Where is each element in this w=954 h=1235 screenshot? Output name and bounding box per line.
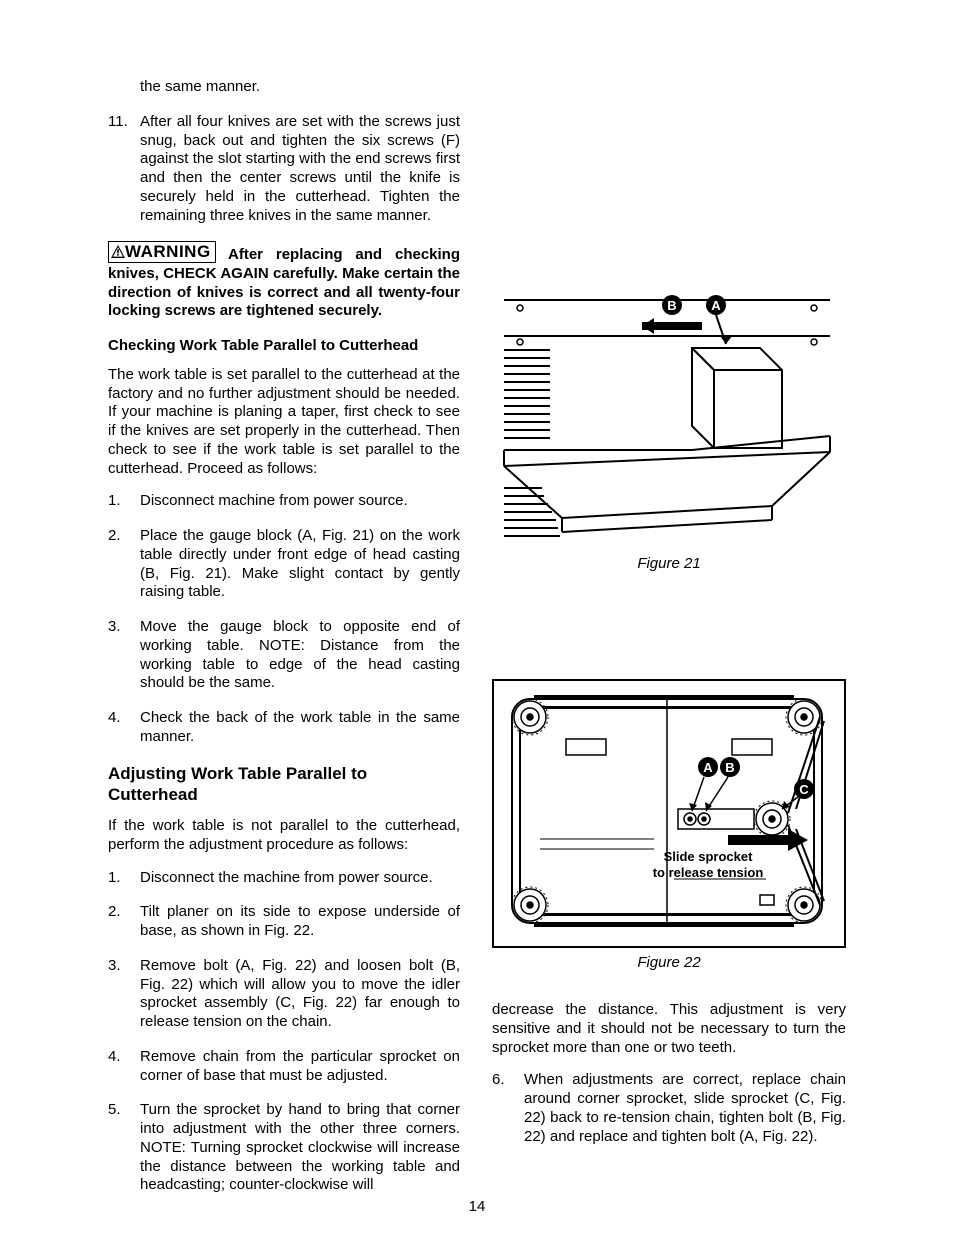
figure-22-caption: Figure 22	[492, 954, 846, 973]
fig22-slide-text: Slide sprocket	[664, 849, 754, 864]
list-item-11: 11. After all four knives are set with t…	[108, 113, 460, 226]
svg-text:B: B	[667, 298, 676, 313]
list-body: Move the gauge block to opposite end of …	[140, 618, 460, 693]
adjust-step-4: 4. Remove chain from the particular spro…	[108, 1048, 460, 1086]
list-number: 4.	[108, 1048, 140, 1086]
figure-21-wrap: B A	[492, 288, 846, 574]
list-body: Remove bolt (A, Fig. 22) and loosen bolt…	[140, 957, 460, 1032]
list-number: 3.	[108, 618, 140, 693]
list-number: 11.	[108, 113, 140, 226]
warning-badge: WARNING	[108, 241, 216, 263]
warning-triangle-icon	[111, 244, 125, 262]
page-number: 14	[0, 1198, 954, 1217]
figure-22: A B C Slide sprocket to release tension	[492, 679, 846, 949]
adjust-step-6: 6. When adjustments are correct, replace…	[492, 1071, 846, 1146]
list-number: 4.	[108, 709, 140, 747]
list-body: Turn the sprocket by hand to bring that …	[140, 1101, 460, 1195]
figure-21-caption: Figure 21	[492, 555, 846, 574]
figure-21: B A	[492, 288, 846, 549]
check-step-4: 4. Check the back of the work table in t…	[108, 709, 460, 747]
list-body: Tilt planer on its side to expose unders…	[140, 903, 460, 941]
fig22-release-text: to release tension	[653, 865, 764, 880]
right-column: B A	[492, 78, 846, 1195]
list-number: 5.	[108, 1101, 140, 1195]
list-body: After all four knives are set with the s…	[140, 113, 460, 226]
checking-para: The work table is set parallel to the cu…	[108, 366, 460, 479]
warning-block: WARNING After replacing and checking kni…	[108, 241, 460, 321]
list-number: 2.	[108, 527, 140, 602]
list-body: When adjustments are correct, replace ch…	[524, 1071, 846, 1146]
checking-heading: Checking Work Table Parallel to Cutterhe…	[108, 337, 460, 356]
adjust-step-2: 2. Tilt planer on its side to expose und…	[108, 903, 460, 941]
svg-text:A: A	[703, 760, 713, 775]
list-number: 6.	[492, 1071, 524, 1146]
list-body: Disconnect machine from power source.	[140, 492, 460, 511]
list-number: 3.	[108, 957, 140, 1032]
check-step-3: 3. Move the gauge block to opposite end …	[108, 618, 460, 693]
warning-label-text: WARNING	[125, 242, 211, 261]
list-number: 2.	[108, 903, 140, 941]
svg-text:B: B	[725, 760, 734, 775]
svg-text:A: A	[711, 298, 721, 313]
adjust-step-5: 5. Turn the sprocket by hand to bring th…	[108, 1101, 460, 1195]
check-step-1: 1. Disconnect machine from power source.	[108, 492, 460, 511]
intro-continuation: the same manner.	[140, 78, 460, 97]
adjusting-heading: Adjusting Work Table Parallel to Cutterh…	[108, 763, 460, 806]
list-body: Disconnect the machine from power source…	[140, 869, 460, 888]
left-column: the same manner. 11. After all four kniv…	[108, 78, 460, 1195]
list-number: 1.	[108, 492, 140, 511]
check-step-2: 2. Place the gauge block (A, Fig. 21) on…	[108, 527, 460, 602]
adjusting-para: If the work table is not parallel to the…	[108, 817, 460, 855]
page-content: the same manner. 11. After all four kniv…	[108, 78, 846, 1195]
svg-text:C: C	[799, 782, 809, 797]
list-body: Check the back of the work table in the …	[140, 709, 460, 747]
figure-22-wrap: A B C Slide sprocket to release tension	[492, 679, 846, 974]
list-body: Place the gauge block (A, Fig. 21) on th…	[140, 527, 460, 602]
adjust-step-3: 3. Remove bolt (A, Fig. 22) and loosen b…	[108, 957, 460, 1032]
adjust-step-1: 1. Disconnect the machine from power sou…	[108, 869, 460, 888]
list-number: 1.	[108, 869, 140, 888]
list-body: Remove chain from the particular sprocke…	[140, 1048, 460, 1086]
continuation-para: decrease the distance. This adjustment i…	[492, 1001, 846, 1057]
